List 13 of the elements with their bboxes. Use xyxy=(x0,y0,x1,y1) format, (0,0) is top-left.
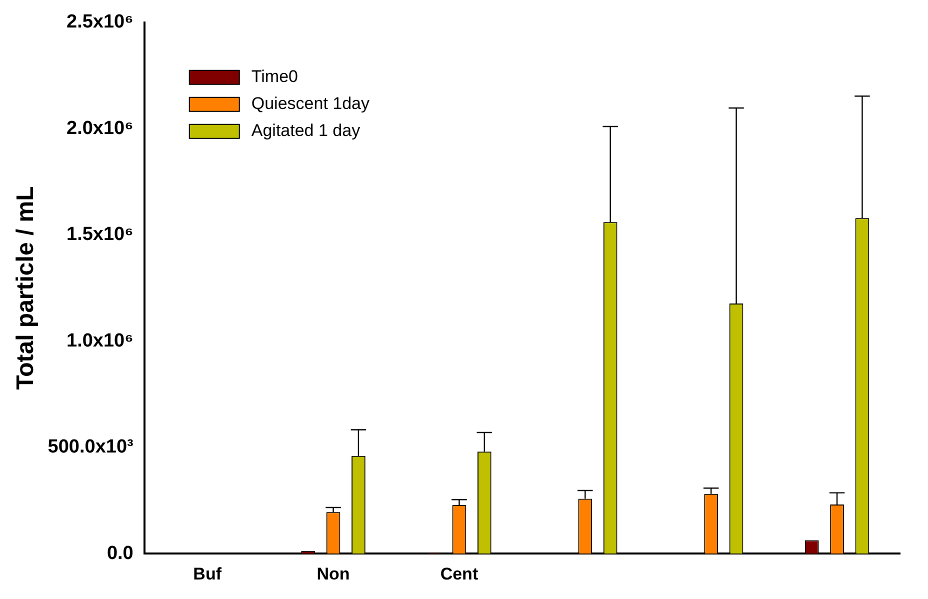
y-tick-label: 0.0 xyxy=(106,542,134,564)
y-tick-label: 2.5x10⁶ xyxy=(66,12,134,33)
x-tick-label: Cent xyxy=(440,564,478,584)
legend-label: Time0 xyxy=(251,67,298,86)
y-tick-label: 1.0x10⁶ xyxy=(66,330,134,352)
legend-label: Quiescent 1day xyxy=(251,94,370,114)
y-tick-label: 500.0x10³ xyxy=(48,436,134,458)
x-tick-label: Non xyxy=(316,564,350,584)
x-tick-label: Buf xyxy=(193,564,222,584)
y-tick-label: 1.5x10⁶ xyxy=(66,224,134,246)
y-axis-title: Total particle / mL xyxy=(12,186,40,390)
legend-label: Agitated 1 day xyxy=(251,121,361,140)
y-tick-label: 2.0x10⁶ xyxy=(66,118,134,139)
